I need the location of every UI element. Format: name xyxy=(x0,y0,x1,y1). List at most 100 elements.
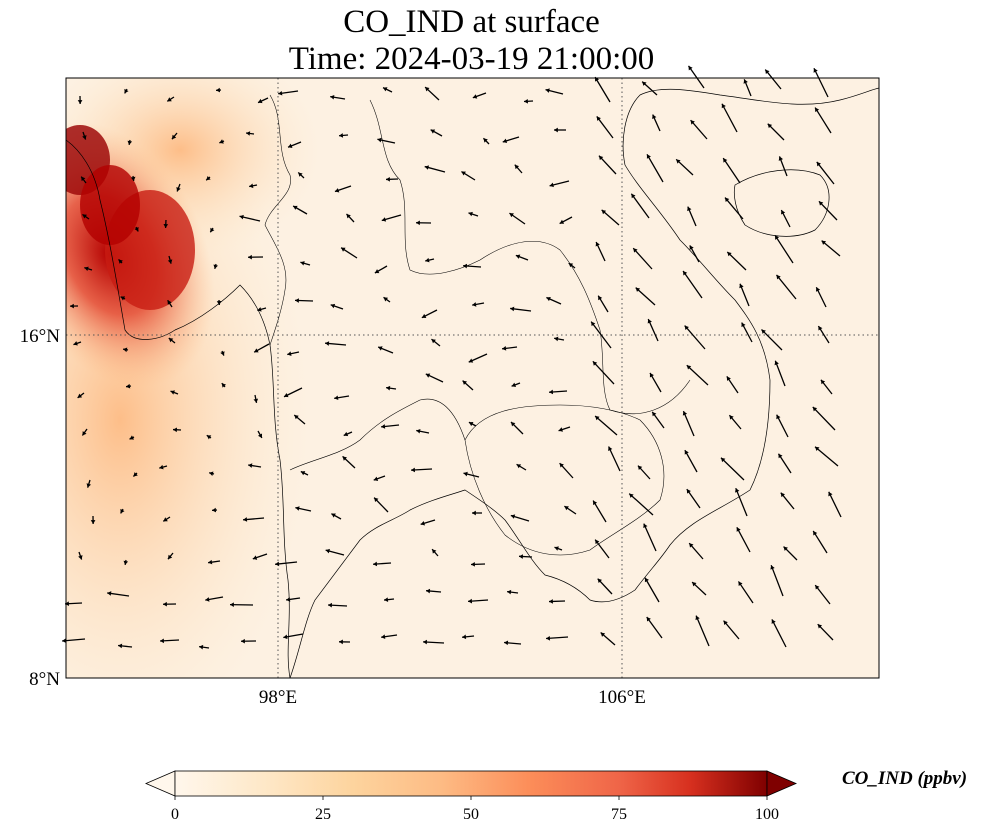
wind-arrow-shaft xyxy=(764,69,782,90)
wind-arrow-head xyxy=(120,508,125,514)
wind-arrow-head xyxy=(425,373,431,378)
wind-arrow-head xyxy=(676,159,681,164)
wind-arrow-head xyxy=(510,421,516,427)
wind-arrow-shaft xyxy=(592,360,615,385)
wind-arrow-head xyxy=(330,94,335,100)
wind-arrow-head xyxy=(381,424,386,429)
wind-arrow-head xyxy=(689,543,694,548)
wind-arrow-head xyxy=(595,241,600,247)
wind-arrow-head xyxy=(818,326,823,331)
wind-arrow-head xyxy=(736,527,741,532)
wind-arrow-head xyxy=(684,325,689,331)
wind-arrow-head xyxy=(171,134,177,140)
wind-arrow-shaft xyxy=(594,76,611,103)
wind-arrow-head xyxy=(738,581,743,586)
wind-arrow-head xyxy=(374,269,380,274)
wind-arrow-shaft xyxy=(686,364,709,386)
wind-arrow-head xyxy=(298,172,303,177)
wind-arrow-head xyxy=(741,322,746,328)
wind-arrow-shaft xyxy=(722,157,741,184)
wind-arrow-head xyxy=(776,274,781,280)
wind-arrow-head xyxy=(597,578,603,584)
wind-arrow-shaft xyxy=(647,318,659,342)
coastlines xyxy=(66,87,879,678)
wind-arrow-head xyxy=(568,263,574,268)
wind-arrow-head xyxy=(221,383,227,388)
wind-arrow-head xyxy=(507,589,512,595)
wind-arrow-head xyxy=(249,183,254,189)
wind-arrow-head xyxy=(120,296,126,301)
wind-arrow-head xyxy=(90,520,96,524)
wind-arrow-shaft xyxy=(770,564,784,597)
wind-arrow-head xyxy=(295,506,300,511)
wind-arrow-head xyxy=(601,209,607,215)
wind-arrow-shaft xyxy=(775,274,797,300)
wind-arrow-head xyxy=(770,565,775,570)
wind-arrow-head xyxy=(633,248,638,253)
wind-arrow-head xyxy=(483,138,488,143)
wind-arrow-head xyxy=(383,297,389,302)
wind-arrow-shaft xyxy=(761,329,783,351)
wind-arrow-head xyxy=(828,491,833,497)
wind-arrow-head xyxy=(205,597,210,602)
wind-arrow-shaft xyxy=(771,619,787,648)
wind-arrow-head xyxy=(160,638,164,644)
wind-arrow-shaft xyxy=(687,65,705,89)
wind-arrow-head xyxy=(383,87,388,92)
wind-arrow-shaft xyxy=(776,414,789,438)
wind-arrow-head xyxy=(776,414,781,420)
wind-arrow-head xyxy=(725,197,730,202)
wind-arrow-head xyxy=(334,188,340,193)
wind-arrow-shaft xyxy=(643,523,657,552)
wind-arrow-shaft xyxy=(723,620,740,640)
wind-arrow-head xyxy=(629,493,634,498)
wind-arrow-head xyxy=(468,598,473,604)
wind-arrow-shaft xyxy=(720,457,745,481)
wind-arrow-head xyxy=(173,427,177,433)
wind-arrow-shaft xyxy=(814,446,839,467)
wind-vectors xyxy=(62,65,842,650)
wind-arrow-head xyxy=(783,546,788,551)
wind-arrow-head xyxy=(511,382,517,388)
wind-arrow-shaft xyxy=(590,321,612,349)
wind-arrow-shaft xyxy=(608,446,621,472)
wind-arrow-head xyxy=(564,506,569,511)
wind-arrow-head xyxy=(167,300,172,305)
wind-arrow-head xyxy=(257,307,262,312)
wind-arrow-head xyxy=(213,264,218,269)
wind-arrow-head xyxy=(176,187,181,192)
wind-arrow-head xyxy=(631,193,636,199)
wind-arrow-head xyxy=(219,139,224,144)
wind-arrow-head xyxy=(286,597,291,602)
wind-arrow-head xyxy=(293,205,298,210)
colorbar-tick-75: 75 xyxy=(611,806,627,823)
wind-arrow-head xyxy=(592,361,598,366)
wind-arrow-head xyxy=(468,358,474,363)
concentration-field xyxy=(66,78,879,678)
wind-arrow-head xyxy=(720,457,726,463)
wind-arrow-shaft xyxy=(690,119,708,140)
wind-arrow-head xyxy=(246,131,251,136)
wind-arrow-head xyxy=(339,639,343,645)
wind-arrow-shaft xyxy=(739,283,750,307)
wind-arrow-head xyxy=(230,602,234,607)
wind-arrow-head xyxy=(510,306,515,312)
wind-arrow-head xyxy=(644,577,649,583)
wind-arrow-head xyxy=(549,389,554,395)
wind-arrow-head xyxy=(134,227,139,232)
wind-arrow-shaft xyxy=(592,500,607,523)
wind-arrow-head xyxy=(735,488,740,493)
wind-arrow-head xyxy=(727,251,732,257)
wind-arrow-head xyxy=(549,599,553,604)
wind-arrow-head xyxy=(82,214,87,219)
wind-arrow-head xyxy=(123,560,129,565)
wind-arrow-head xyxy=(82,135,87,140)
colorbar xyxy=(144,770,798,800)
wind-arrow-shaft xyxy=(632,247,653,270)
wind-arrow-head xyxy=(384,597,389,602)
wind-arrow-head xyxy=(598,295,603,301)
wind-arrow-head xyxy=(462,380,468,385)
wind-arrow-head xyxy=(123,347,128,353)
wind-arrow-head xyxy=(739,283,744,289)
wind-arrow-shaft xyxy=(682,410,695,437)
